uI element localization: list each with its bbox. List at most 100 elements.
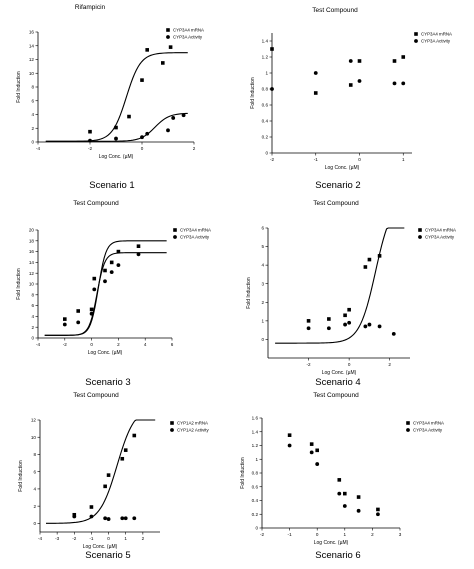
x-tick-label: 2: [193, 146, 196, 151]
y-tick-label: 12: [29, 57, 35, 62]
data-point: [171, 116, 176, 120]
y-tick-label: 2: [31, 325, 34, 330]
legend-label: CYP3A4 mRNA: [425, 228, 456, 233]
y-tick-label: 0.2: [262, 135, 269, 140]
data-point: [287, 433, 292, 437]
x-axis-label: Log Conc. (µM): [314, 540, 349, 546]
data-point: [76, 309, 80, 313]
fit-curve: [44, 240, 167, 336]
scenario-caption: Scenario 4: [315, 377, 360, 388]
x-axis-label: Log Conc. (µM): [83, 544, 118, 550]
data-point: [327, 317, 331, 321]
chart-title: Rifampicin: [75, 4, 106, 11]
data-point: [401, 81, 406, 86]
legend-marker: [406, 421, 410, 425]
y-tick-label: 0: [265, 151, 268, 156]
x-tick-label: 2: [142, 536, 145, 541]
legend-label: CYP3A Activity: [425, 235, 455, 240]
y-tick-label: 14: [29, 260, 35, 265]
data-point: [315, 448, 319, 453]
data-point: [392, 81, 397, 86]
data-point: [357, 79, 362, 83]
legend-label: CYP3A Activity: [173, 35, 203, 40]
y-tick-label: 1: [255, 457, 258, 462]
y-tick-label: 10: [29, 71, 35, 76]
y-tick-label: 4: [33, 487, 36, 492]
chart-panel-4: Test Compound Scenario 4 -2 0 2 0 1 2 3 4 5 6 Log Co…: [246, 200, 456, 388]
y-tick-label: 10: [29, 282, 35, 287]
data-point: [363, 265, 368, 269]
data-point: [161, 61, 165, 65]
fit-curve: [45, 112, 188, 142]
y-tick-label: 16: [29, 249, 35, 254]
x-tick-label: 1: [344, 532, 347, 537]
chart-title: Test Compound: [73, 200, 119, 207]
y-tick-label: 0.6: [252, 484, 259, 489]
fit-curve: [44, 252, 167, 336]
legend-marker: [166, 28, 170, 32]
legend-marker: [414, 32, 418, 36]
data-point: [123, 448, 128, 452]
data-point: [92, 287, 97, 292]
data-point: [140, 135, 144, 140]
data-point: [145, 48, 149, 52]
y-tick-label: 0: [261, 337, 264, 342]
y-tick-label: 8: [33, 452, 36, 457]
y-tick-label: 12: [29, 271, 35, 276]
data-point: [63, 317, 67, 321]
x-tick-label: -4: [36, 146, 41, 151]
data-point: [313, 91, 318, 95]
data-point: [392, 59, 397, 63]
x-tick-label: 2: [388, 362, 391, 367]
y-tick-label: 0: [255, 526, 258, 531]
fit-curve: [275, 227, 405, 344]
data-point: [376, 512, 380, 517]
y-tick-label: 16: [29, 30, 35, 35]
scenario-caption: Scenario 5: [85, 550, 130, 561]
data-point: [367, 322, 372, 327]
y-tick-label: 0: [31, 336, 34, 341]
legend-label: CYP3A Activity: [421, 39, 451, 44]
y-tick-label: 1.4: [252, 429, 259, 434]
legend-label: CYP3A4 mRNA: [173, 28, 204, 33]
chart-title: Test Compound: [312, 7, 358, 14]
y-tick-label: 1: [265, 71, 268, 76]
x-tick-label: 0: [316, 532, 319, 537]
x-tick-label: 2: [371, 532, 374, 537]
x-tick-label: -1: [314, 157, 319, 162]
scenario-caption: Scenario 2: [315, 180, 360, 191]
data-point: [363, 324, 368, 329]
x-tick-label: 0: [141, 146, 144, 151]
y-tick-label: 6: [31, 98, 34, 103]
data-point: [309, 442, 314, 446]
legend-label: CYP3A4 mRNA: [413, 421, 444, 426]
chart-panel-3: Test Compound Scenario 3 -4 -2 0 2 4 6 0 2 4 6 8 10 12…: [16, 200, 211, 388]
chart-panel-6: Test Compound Scenario 6 -2 -1 0 1 2 3 0 0.2 0.4 0.…: [240, 392, 444, 561]
y-tick-label: 1.2: [262, 55, 269, 60]
chart-title: Test Compound: [313, 200, 359, 207]
data-point: [89, 307, 94, 312]
y-tick-label: 0.4: [252, 498, 259, 503]
y-axis-label: Fold Induction: [246, 277, 252, 309]
data-point: [181, 113, 186, 118]
data-point: [343, 491, 347, 496]
data-point: [166, 128, 170, 133]
y-tick-label: 0: [31, 140, 34, 145]
y-tick-label: 1.6: [252, 416, 259, 421]
data-point: [92, 276, 97, 281]
x-tick-label: 0: [90, 342, 93, 347]
data-point: [132, 433, 137, 438]
data-point: [306, 319, 311, 323]
data-point: [326, 326, 331, 331]
y-tick-label: 2: [261, 300, 264, 305]
data-point: [313, 71, 318, 75]
data-point: [136, 252, 141, 257]
y-tick-label: 12: [31, 418, 37, 423]
data-point: [89, 311, 94, 316]
chart-title: Test Compound: [73, 392, 119, 399]
data-point: [306, 326, 311, 331]
x-tick-label: -1: [288, 532, 293, 537]
data-point: [127, 114, 131, 119]
x-tick-label: 4: [144, 342, 147, 347]
